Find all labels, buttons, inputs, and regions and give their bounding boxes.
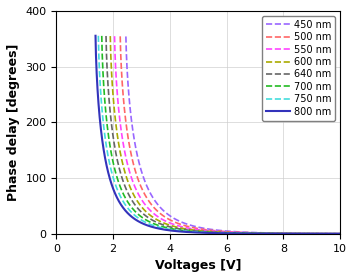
Y-axis label: Phase delay [degrees]: Phase delay [degrees] (7, 44, 20, 201)
550 nm (278, 232, 282, 235)
800 nm (330, 232, 334, 235)
700 nm (278, 232, 282, 235)
500 nm (330, 232, 334, 235)
Line: 640 nm: 640 nm (106, 36, 340, 234)
Legend: 450 nm, 500 nm, 550 nm, 600 nm, 640 nm, 700 nm, 750 nm, 800 nm: 450 nm, 500 nm, 550 nm, 600 nm, 640 nm, … (262, 16, 335, 121)
640 nm (192, 229, 196, 232)
500 nm (185, 225, 189, 228)
Line: 550 nm: 550 nm (115, 36, 340, 234)
500 nm (330, 232, 334, 235)
800 nm (330, 232, 334, 235)
500 nm (278, 232, 282, 235)
640 nm (330, 232, 334, 235)
Line: 700 nm: 700 nm (102, 36, 340, 234)
600 nm (192, 229, 196, 232)
Line: 750 nm: 750 nm (98, 36, 340, 234)
800 nm (338, 232, 342, 235)
600 nm (338, 232, 342, 235)
Line: 450 nm: 450 nm (126, 37, 340, 234)
X-axis label: Voltages [V]: Voltages [V] (155, 259, 241, 272)
450 nm (330, 232, 334, 235)
550 nm (330, 232, 334, 235)
640 nm (278, 232, 282, 235)
Line: 600 nm: 600 nm (110, 36, 340, 234)
450 nm (278, 232, 282, 235)
600 nm (330, 232, 334, 235)
700 nm (185, 229, 189, 232)
550 nm (192, 227, 196, 231)
600 nm (278, 232, 282, 235)
640 nm (330, 232, 334, 235)
640 nm (338, 232, 342, 235)
550 nm (185, 226, 189, 230)
Line: 500 nm: 500 nm (120, 36, 340, 234)
700 nm (192, 230, 196, 233)
750 nm (185, 230, 189, 233)
600 nm (330, 232, 334, 235)
450 nm (192, 225, 196, 228)
800 nm (278, 232, 282, 235)
750 nm (330, 232, 334, 235)
450 nm (330, 232, 334, 235)
550 nm (330, 232, 334, 235)
800 nm (192, 231, 196, 234)
750 nm (330, 232, 334, 235)
750 nm (192, 230, 196, 234)
700 nm (330, 232, 334, 235)
600 nm (185, 227, 189, 231)
Line: 800 nm: 800 nm (96, 36, 340, 234)
450 nm (185, 222, 189, 226)
750 nm (278, 232, 282, 235)
750 nm (338, 232, 342, 235)
700 nm (330, 232, 334, 235)
700 nm (338, 232, 342, 235)
550 nm (338, 232, 342, 235)
640 nm (185, 228, 189, 232)
500 nm (338, 232, 342, 235)
800 nm (185, 230, 189, 234)
500 nm (192, 226, 196, 230)
450 nm (338, 232, 342, 235)
